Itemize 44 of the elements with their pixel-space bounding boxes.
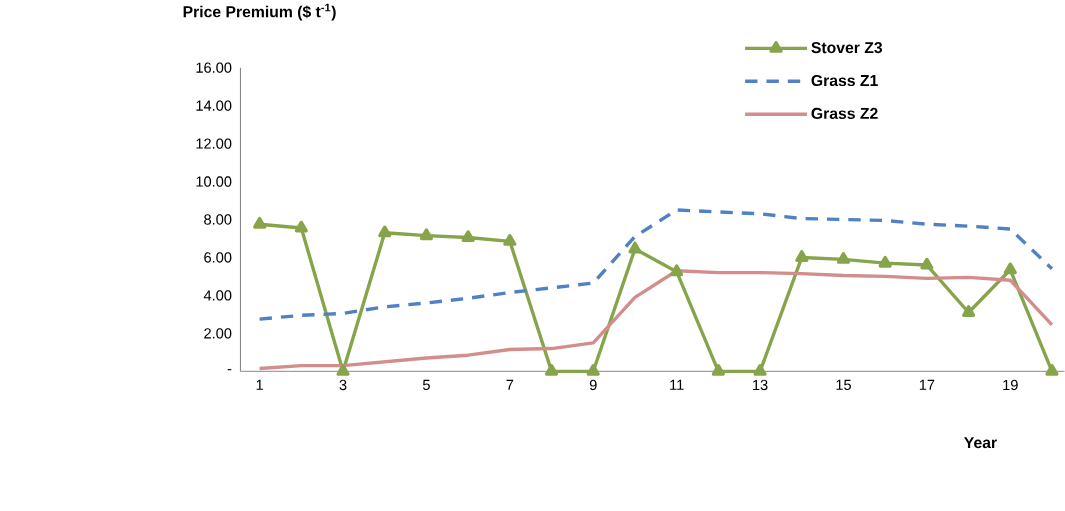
x-tick-label: 13	[753, 379, 768, 391]
point	[419, 228, 433, 241]
legend-label: Grass Z1	[811, 75, 878, 87]
y-axis-title: Price Premium ($ t$^{-1}$)	[183, 3, 336, 21]
legend-label: Grass Z2	[811, 107, 878, 120]
point	[711, 364, 725, 376]
x-tick-label: 17	[919, 379, 935, 390]
point	[461, 230, 475, 243]
point	[962, 305, 976, 318]
point	[836, 252, 851, 264]
y-tick-label: 14.00	[196, 100, 232, 111]
point	[628, 241, 642, 254]
x-tick-label: 19	[1003, 379, 1018, 391]
x-tick-label: 7	[506, 379, 514, 390]
point	[795, 250, 809, 263]
point	[878, 255, 892, 268]
point	[253, 217, 267, 229]
y-tick-label: 8.00	[204, 214, 232, 225]
y-tick-label: 12.00	[196, 138, 232, 149]
x-tick-label: 11	[670, 379, 684, 390]
y-tick-label: 6.00	[204, 252, 232, 263]
y-tick-label: -	[227, 369, 232, 371]
point	[586, 364, 600, 376]
y-tick-label: 4.00	[203, 290, 232, 301]
point	[753, 364, 767, 376]
y-tick-label: 16.00	[196, 62, 232, 73]
y-tick-label: 10.00	[196, 176, 232, 187]
point	[336, 364, 350, 376]
x-tick-label: 15	[836, 379, 851, 391]
point	[920, 257, 934, 270]
point	[1003, 262, 1017, 275]
point	[378, 225, 392, 238]
x-axis-title: Year	[964, 437, 997, 449]
y-tick-label: 2.00	[204, 328, 232, 339]
point	[544, 364, 559, 376]
legend-label: Stover Z3	[811, 42, 883, 54]
x-tick-label: 5	[422, 379, 430, 391]
point	[1045, 364, 1059, 376]
point	[294, 220, 308, 233]
point	[670, 264, 684, 277]
x-tick-label: 1	[256, 379, 263, 390]
x-tick-label: 9	[589, 379, 597, 391]
point	[503, 234, 517, 246]
x-tick-label: 3	[339, 379, 347, 391]
